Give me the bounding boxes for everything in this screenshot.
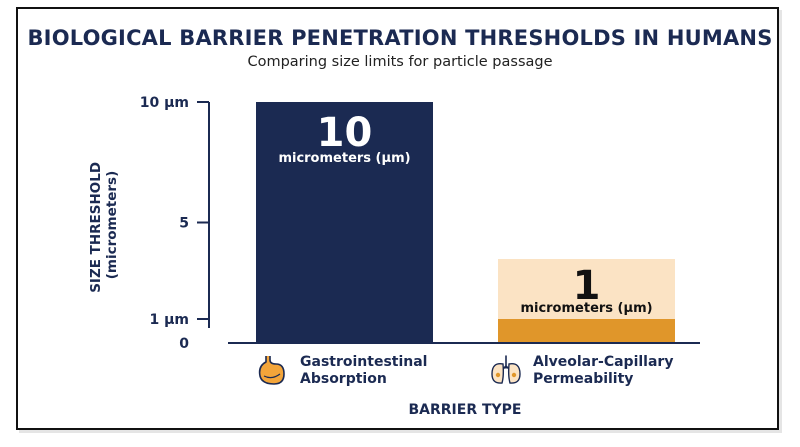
chart-subtitle: Comparing size limits for particle passa… <box>247 54 553 70</box>
lungs-icon <box>491 355 521 384</box>
y-tick-label: 5 <box>179 216 189 232</box>
x-axis-label: BARRIER TYPE <box>408 402 521 418</box>
y-axis: 0 1 µm 5 10 µm <box>140 95 210 352</box>
bar-alveolar-highlight <box>498 259 675 319</box>
bar-alveolar <box>498 319 675 343</box>
y-tick-label: 10 µm <box>140 95 189 111</box>
bar-gastrointestinal <box>256 102 433 343</box>
stomach-icon <box>258 356 285 385</box>
y-tick-label: 0 <box>179 336 189 352</box>
y-axis-label-line2: (micrometers) <box>104 171 120 280</box>
y-axis-label: SIZE THRESHOLD (micrometers) <box>88 157 120 293</box>
y-tick-label: 1 µm <box>149 312 189 328</box>
x-axis: Gastrointestinal Absorption Alveolar-Capil… <box>228 342 700 387</box>
bar-unit-label: micrometers (µm) <box>278 151 410 166</box>
bar-value-label: 10 <box>317 110 373 156</box>
y-axis-label-line1: SIZE THRESHOLD <box>88 162 104 293</box>
category-label: Alveolar-Capillary Permeability <box>533 354 673 387</box>
bar-value-label: 1 <box>573 263 601 309</box>
category-label: Gastrointestinal Absorption <box>300 354 427 387</box>
chart-title: BIOLOGICAL BARRIER PENETRATION THRESHOLD… <box>27 26 773 50</box>
bar-unit-label: micrometers (µm) <box>520 301 652 316</box>
